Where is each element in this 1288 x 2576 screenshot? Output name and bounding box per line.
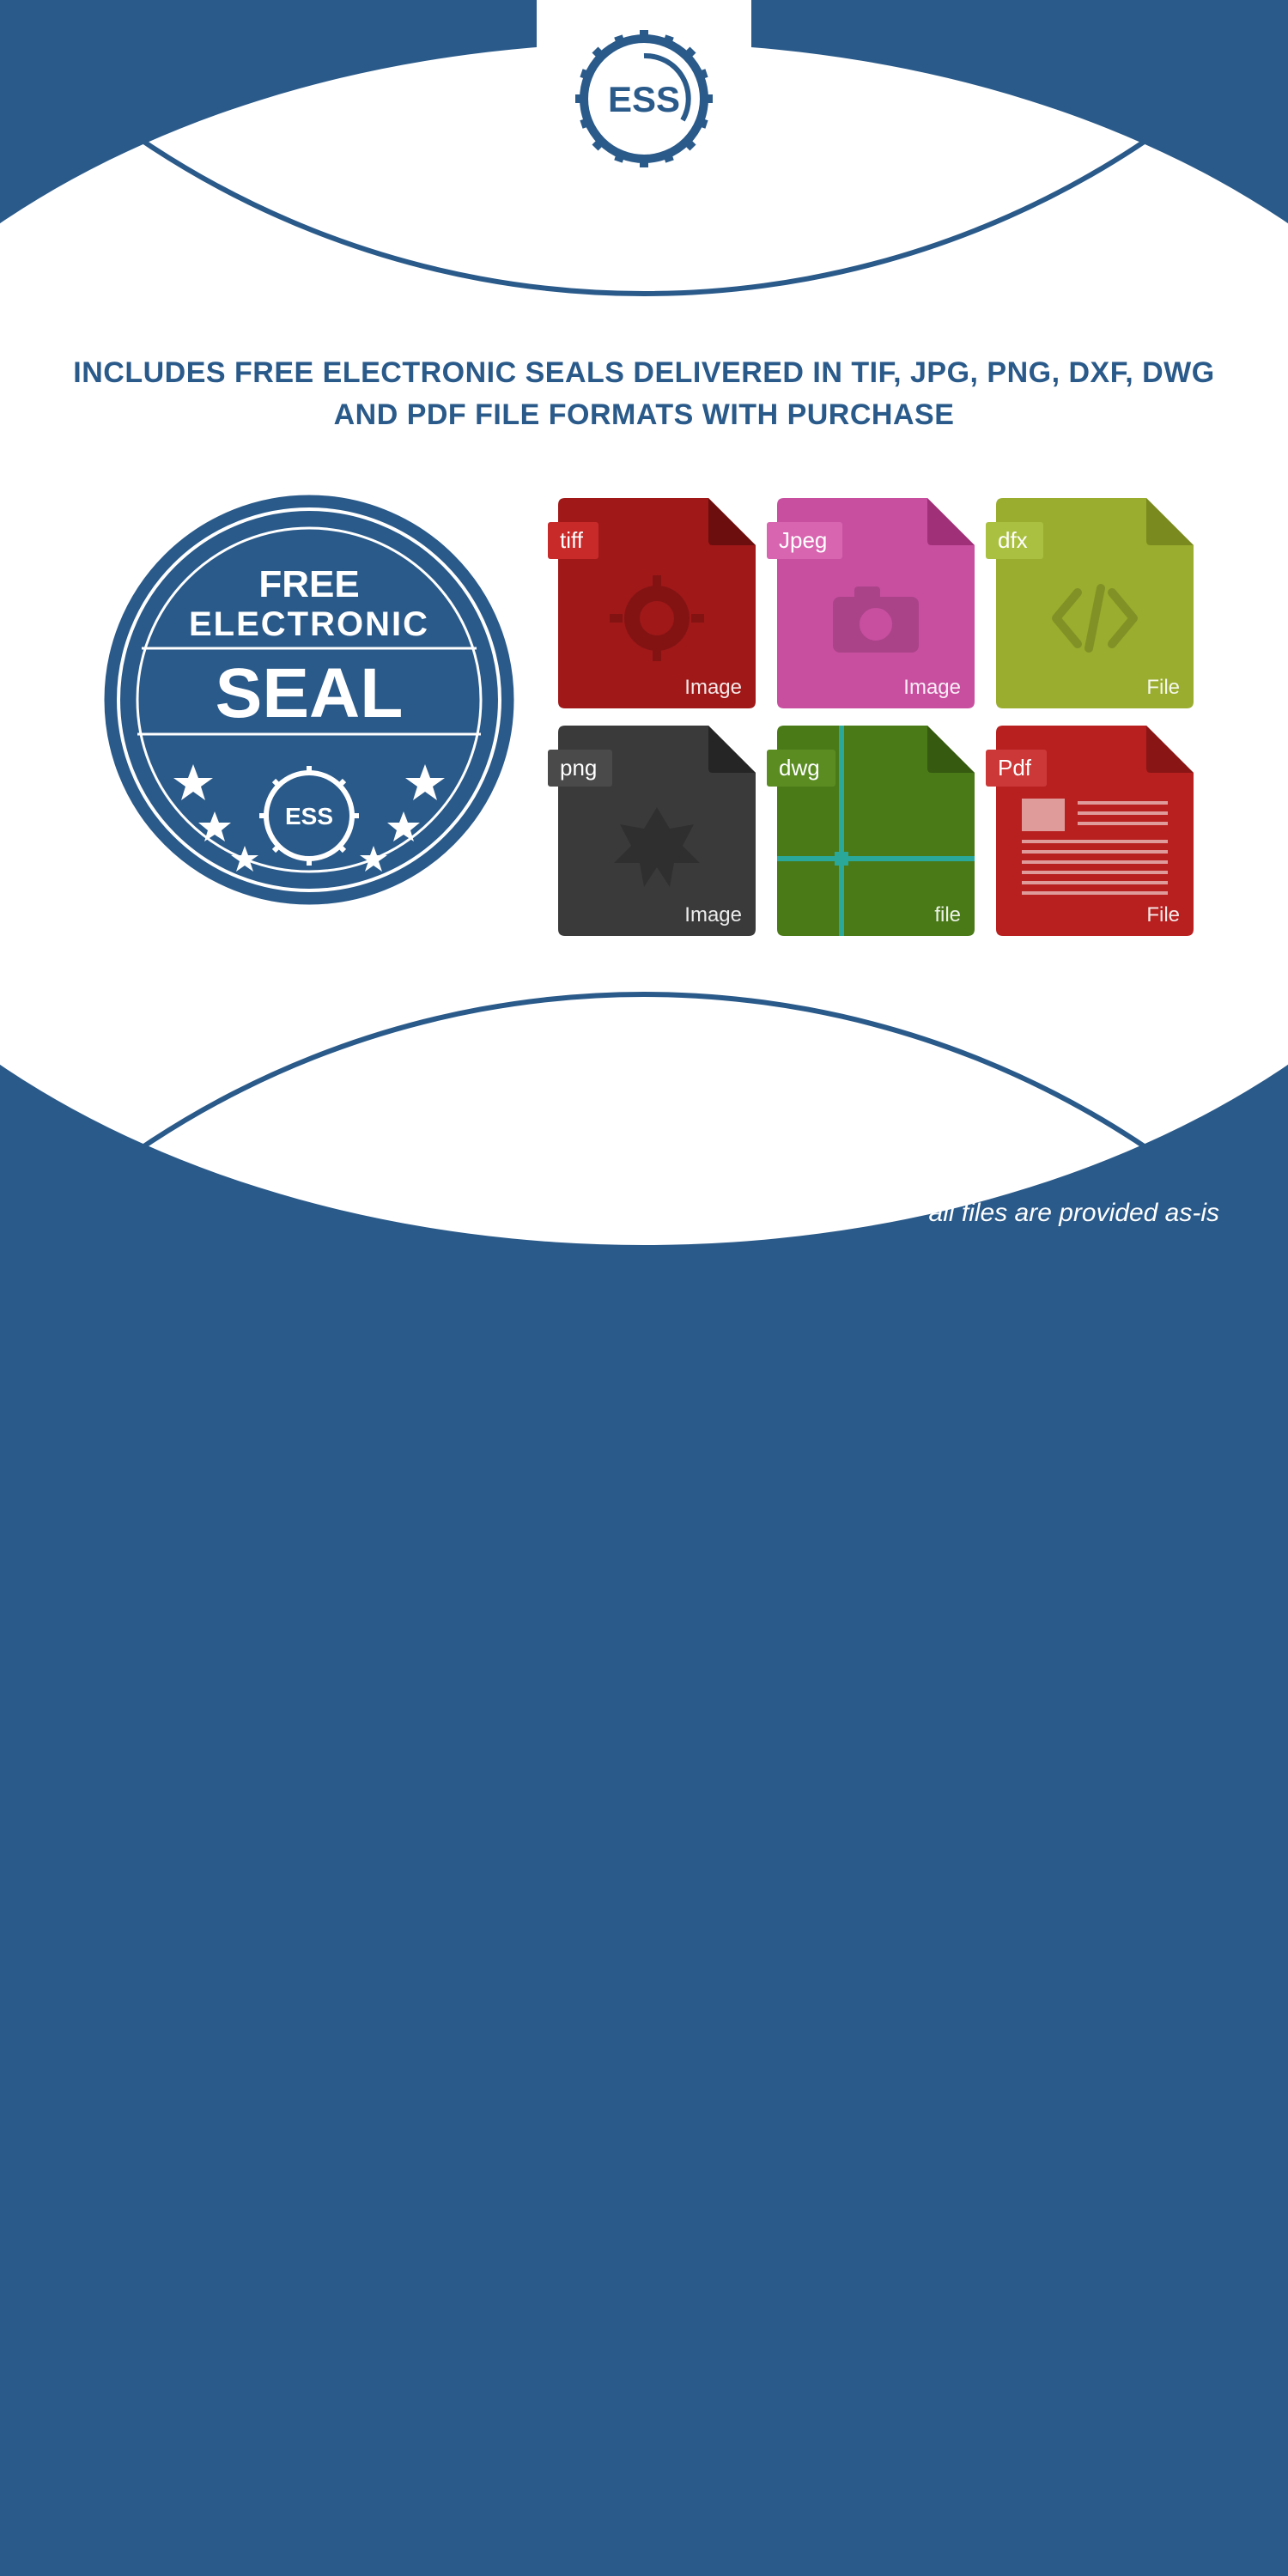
file-tab-label: Pdf [986, 750, 1047, 787]
starburst-icon [601, 799, 713, 893]
file-footer-label: Image [903, 676, 961, 700]
file-footer-label: File [1146, 676, 1180, 700]
svg-text:SEAL: SEAL [216, 654, 404, 732]
file-icon-dfx: dfx File [996, 498, 1194, 708]
svg-text:ESS: ESS [285, 803, 333, 829]
file-icon-dwg: dwg file [777, 726, 975, 936]
file-footer-label: File [1146, 903, 1180, 927]
camera-icon [820, 571, 932, 665]
headline-text: INCLUDES FREE ELECTRONIC SEALS DELIVERED… [69, 352, 1219, 437]
ess-gear-logo-icon: ESS [571, 26, 717, 172]
content-layer: ESS INCLUDES FREE ELECTRONIC SEALS DELIV… [0, 0, 1288, 1288]
file-icon-png: png Image [558, 726, 756, 936]
file-tab-label: Jpeg [767, 522, 842, 559]
file-footer-label: Image [684, 676, 742, 700]
file-icon-pdf: Pdf File [996, 726, 1194, 936]
file-tab-label: dwg [767, 750, 835, 787]
file-tab-label: tiff [548, 522, 598, 559]
file-tab-label: dfx [986, 522, 1043, 559]
file-format-grid: tiff Image Jpeg Image dfx [558, 498, 1228, 936]
disclaimer-text: all files are provided as-is [929, 1199, 1219, 1228]
file-footer-label: Image [684, 903, 742, 927]
logo-badge: ESS [537, 0, 751, 197]
code-icon [1039, 571, 1151, 665]
file-footer-label: file [934, 903, 961, 927]
svg-text:FREE: FREE [258, 563, 359, 605]
gear-icon [601, 571, 713, 665]
file-icon-jpeg: Jpeg Image [777, 498, 975, 708]
file-icon-tiff: tiff Image [558, 498, 756, 708]
svg-text:ESS: ESS [608, 79, 680, 119]
svg-text:ELECTRONIC: ELECTRONIC [189, 605, 429, 643]
free-electronic-seal-badge: FREE ELECTRONIC SEAL [90, 481, 528, 919]
file-tab-label: png [548, 750, 612, 787]
